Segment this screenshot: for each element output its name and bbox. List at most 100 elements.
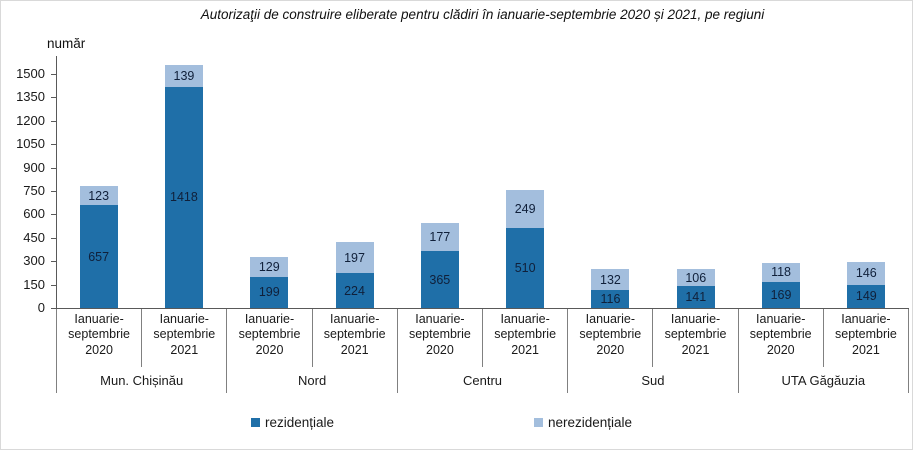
y-tick-mark: [51, 261, 57, 263]
bar-segment-rezidentiale: 365: [420, 251, 459, 308]
bar-segment-rezidentiale: 510: [506, 228, 545, 308]
x-region-cell: UTA Găgăuzia: [739, 367, 910, 393]
bar: 123 657: [79, 186, 118, 308]
bar-segment-nerezidentiale: 118: [762, 263, 801, 282]
y-tick-label: 750: [23, 182, 45, 198]
bar-segment-nerezidentiale: 197: [335, 242, 374, 274]
bar-segment-nerezidentiale: 139: [164, 65, 203, 87]
bar-value-label: 249: [514, 202, 536, 216]
x-period-cell: Ianuarie-septembrie 2021: [142, 309, 228, 367]
chart-title: Autorizaţii de construire eliberate pent…: [200, 7, 765, 22]
y-tick-label: 1500: [16, 65, 45, 81]
bar-segment-nerezidentiale: 123: [79, 186, 118, 206]
y-tick-mark: [51, 190, 57, 192]
y-tick-mark: [51, 120, 57, 122]
x-period-cell: Ianuarie-septembrie 2020: [227, 309, 313, 367]
y-tick-label: 900: [23, 159, 45, 175]
bar-value-label: 510: [514, 261, 536, 276]
bar-value-label: 169: [770, 287, 792, 302]
y-tick-label: 1350: [16, 89, 45, 105]
bar-segment-rezidentiale: 116: [591, 289, 630, 308]
x-region-cell: Mun. Chișinău: [56, 367, 228, 393]
y-tick-mark: [51, 73, 57, 75]
bar: 106 141: [676, 269, 715, 308]
bar-segment-rezidentiale: 149: [847, 284, 886, 308]
legend-label-rezidentiale: rezidențiale: [265, 415, 335, 430]
bar-value-label: 177: [429, 230, 451, 245]
y-tick-mark: [51, 284, 57, 286]
bar-value-label: 139: [173, 68, 195, 83]
legend-label-nerezidentiale: nerezidențiale: [548, 415, 633, 430]
x-period-cell: Ianuarie-septembrie 2020: [568, 309, 654, 367]
x-period-cell: Ianuarie-septembrie 2021: [313, 309, 398, 367]
bar: 118 169: [762, 263, 801, 308]
bar-segment-rezidentiale: 224: [335, 273, 374, 308]
y-tick-label: 1050: [16, 136, 45, 152]
bar: 249 510: [506, 189, 545, 308]
x-period-cell: Ianuarie-septembrie 2020: [56, 309, 143, 367]
bar-value-label: 129: [258, 259, 280, 274]
bar-value-label: 199: [258, 285, 280, 300]
x-period-cell: Ianuarie-septembrie 2020: [739, 309, 824, 367]
bar-segment-nerezidentiale: 177: [420, 223, 459, 252]
y-tick-label: 600: [23, 206, 45, 222]
y-axis-line: [56, 56, 57, 308]
y-tick-mark: [51, 237, 57, 239]
bar-segment-rezidentiale: 169: [762, 281, 801, 308]
plot-area: 123 657 139 1418 129 199 197 224 177 365 249 510 132…: [56, 56, 909, 308]
x-region-cell: Nord: [227, 367, 398, 393]
bar: 139 1418: [164, 65, 203, 308]
y-tick-mark: [51, 308, 57, 309]
bar-value-label: 1418: [170, 190, 198, 205]
x-period-cell: Ianuarie-septembrie 2021: [653, 309, 739, 367]
bar-value-label: 106: [685, 270, 707, 285]
legend-item-nerezidentiale: nerezidențiale: [534, 415, 632, 430]
x-axis-line: [56, 308, 909, 309]
y-tick-mark: [51, 167, 57, 169]
x-period-cell: Ianuarie-septembrie 2021: [483, 309, 569, 367]
bar-segment-rezidentiale: 199: [250, 276, 289, 308]
region-label-row: Mun. Chișinău Nord Centru Sud UTA Găgăuzia: [56, 367, 910, 393]
bar-value-label: 116: [600, 291, 621, 306]
y-axis-title: număr: [47, 36, 86, 51]
bar-value-label: 132: [600, 272, 621, 287]
bar-value-label: 365: [429, 272, 451, 287]
bar-value-label: 197: [344, 250, 365, 265]
bar-value-label: 141: [685, 290, 707, 304]
bar-segment-rezidentiale: 1418: [164, 86, 203, 308]
bar-segment-rezidentiale: 141: [676, 286, 715, 308]
bar-value-label: 224: [344, 283, 365, 298]
legend-swatch-nerezidentiale: [534, 418, 543, 427]
bar-value-label: 118: [771, 265, 792, 280]
x-period-cell: Ianuarie-septembrie 2021: [824, 309, 910, 367]
y-tick-label: 300: [23, 253, 45, 269]
bar-segment-rezidentiale: 657: [79, 205, 118, 308]
bar: 197 224: [335, 242, 374, 308]
bar-value-label: 123: [88, 188, 110, 203]
bar-value-label: 149: [855, 289, 877, 304]
bar-segment-nerezidentiale: 146: [847, 261, 886, 285]
bar: 146 149: [847, 261, 886, 308]
bar: 129 199: [250, 256, 289, 308]
bar-segment-nerezidentiale: 106: [676, 269, 715, 286]
y-tick-mark: [51, 97, 57, 99]
bar-segment-nerezidentiale: 129: [250, 256, 289, 277]
bar: 177 365: [420, 223, 459, 308]
x-period-cell: Ianuarie-septembrie 2020: [398, 309, 484, 367]
y-tick-label: 1200: [16, 112, 45, 128]
y-tick-label: 150: [23, 276, 45, 292]
bar-value-label: 146: [855, 266, 877, 281]
y-tick-mark: [51, 214, 57, 216]
y-tick-label: 450: [23, 229, 45, 245]
bar-segment-nerezidentiale: 132: [591, 269, 630, 290]
y-tick-mark: [51, 144, 57, 146]
x-region-cell: Centru: [398, 367, 569, 393]
bar-value-label: 657: [88, 249, 110, 264]
period-label-row: Ianuarie-septembrie 2020 Ianuarie-septemb…: [56, 309, 910, 367]
legend-swatch-rezidentiale: [251, 418, 260, 427]
y-tick-label: 0: [37, 300, 45, 315]
category-axis: Ianuarie-septembrie 2020 Ianuarie-septemb…: [56, 309, 910, 393]
bar-segment-nerezidentiale: 249: [506, 189, 545, 229]
legend-item-rezidentiale: rezidențiale: [251, 415, 334, 430]
